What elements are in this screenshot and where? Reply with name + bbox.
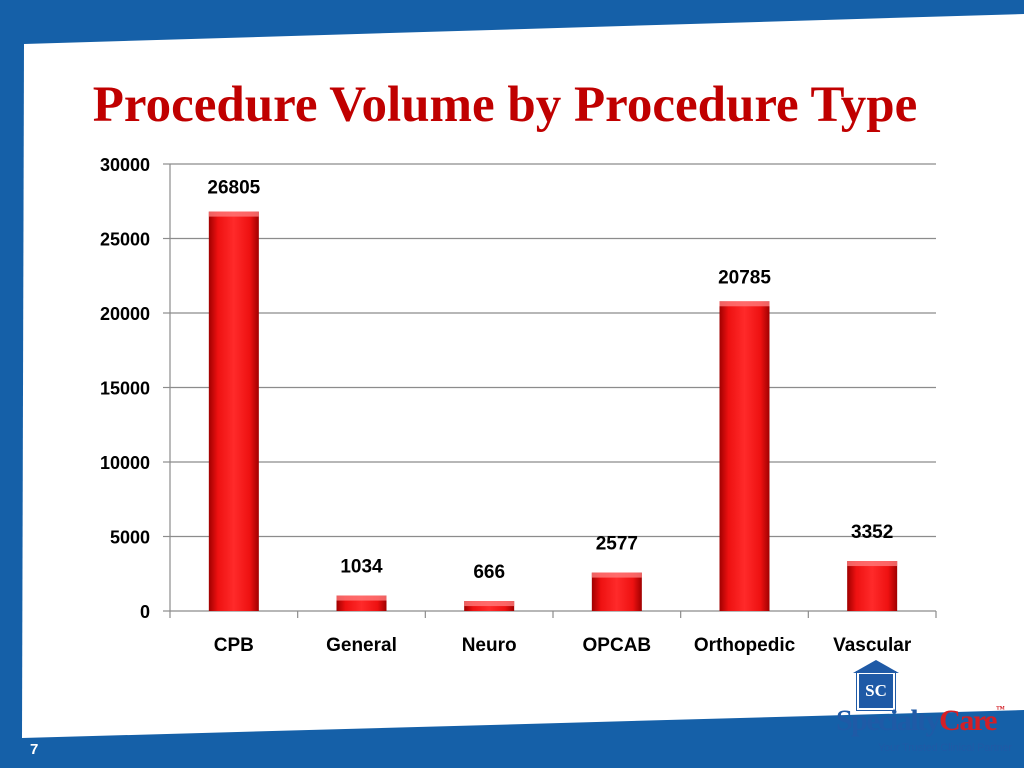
axes [169, 164, 937, 618]
content-panel [22, 14, 1024, 738]
specialtycare-logo: SC SpecialtyCare™ Your Trusted Clinical … [824, 660, 1020, 766]
logo-specialty-text: Specialty [836, 704, 941, 737]
slide-title: Procedure Volume by Procedure Type [92, 77, 918, 133]
logo-tagline: Your Trusted Clinical Partner [878, 742, 1012, 754]
bar-cpb [208, 211, 259, 611]
logo-care-text: Care [939, 704, 997, 737]
data-label-neuro: 666 [473, 562, 505, 583]
x-tick-label-neuro: Neuro [462, 635, 517, 656]
x-tick-label-cpb: CPB [214, 635, 254, 656]
data-labels: 26805 1034 666 2577 20785 3352 [207, 178, 893, 583]
bar-opcab [591, 572, 642, 611]
y-tick-label-25000: 25000 [100, 230, 150, 250]
y-tick-label-30000: 30000 [100, 155, 150, 175]
bars [208, 211, 898, 611]
gridlines [163, 163, 936, 612]
bar-top-highlight-general [336, 595, 387, 601]
x-tick-label-vascular: Vascular [833, 635, 912, 656]
bar-top-highlight-orthopedic [719, 301, 770, 307]
bar-top-highlight-opcab [591, 572, 642, 578]
bar-top-highlight-cpb [208, 211, 259, 217]
logo-trademark: ™ [995, 704, 1005, 714]
data-label-cpb: 26805 [207, 178, 260, 199]
logo-wordmark: SpecialtyCare™ [836, 704, 1005, 738]
x-tick-label-orthopedic: Orthopedic [694, 635, 796, 656]
y-tick-labels: 0 5000 10000 15000 20000 25000 30000 [100, 155, 150, 622]
bar-top-highlight-neuro [464, 601, 515, 607]
x-tick-label-general: General [326, 635, 397, 656]
y-tick-label-15000: 15000 [100, 379, 150, 399]
data-label-opcab: 2577 [596, 534, 638, 555]
y-tick-label-5000: 5000 [110, 528, 150, 548]
data-label-general: 1034 [340, 557, 383, 578]
x-tick-label-opcab: OPCAB [583, 635, 652, 656]
data-label-orthopedic: 20785 [718, 267, 771, 288]
x-tick-labels: CPB General Neuro OPCAB Orthopedic Vascular [214, 635, 912, 656]
data-label-vascular: 3352 [851, 522, 893, 543]
y-tick-label-0: 0 [140, 602, 150, 622]
y-tick-label-10000: 10000 [100, 453, 150, 473]
y-tick-label-20000: 20000 [100, 304, 150, 324]
logo-badge: SC [853, 660, 899, 710]
bar-orthopedic [719, 301, 770, 611]
bar-top-highlight-vascular [847, 561, 898, 567]
slide-number: 7 [30, 741, 39, 758]
bar-vascular [847, 561, 898, 611]
